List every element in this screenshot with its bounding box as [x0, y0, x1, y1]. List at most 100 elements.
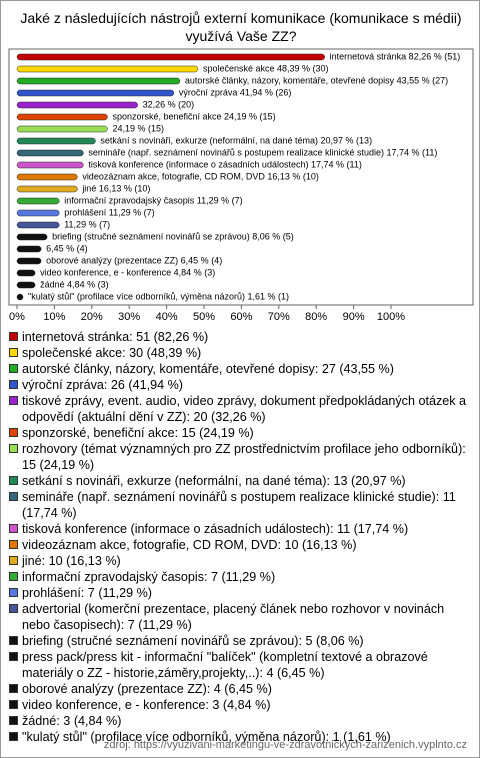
bar	[16, 65, 199, 73]
bar-label: 32,26 % (20)	[143, 99, 195, 109]
bar-label: briefing (stručné seznámení novinářů se …	[52, 231, 294, 241]
x-tick-label: 100%	[377, 311, 405, 323]
x-tick-label: 20%	[81, 311, 103, 323]
legend-item: advertorial (komerční prezentace, placen…	[9, 601, 471, 633]
legend-swatch	[9, 732, 18, 741]
legend-swatch	[9, 444, 18, 453]
x-tick-label: 10%	[43, 311, 65, 323]
bar-label: semináře (např. seznámení novinářů s pos…	[88, 147, 437, 157]
legend-swatch	[9, 604, 18, 613]
legend-swatch	[9, 636, 18, 645]
legend-swatch	[9, 380, 18, 389]
legend-swatch	[9, 428, 18, 437]
legend-label: sponzorské, benefiční akce: 15 (24,19 %)	[22, 426, 254, 440]
legend-swatch	[9, 684, 18, 693]
bar	[16, 269, 36, 277]
bar-label: autorské články, názory, komentáře, otev…	[185, 75, 448, 85]
bar-label: 24,19 % (15)	[112, 123, 164, 133]
legend-swatch	[9, 332, 18, 341]
legend-label: autorské články, názory, komentáře, otev…	[22, 362, 394, 376]
bar-label: žádné 4,84 % (3)	[40, 279, 109, 289]
bar	[16, 113, 108, 121]
legend-label: oborové analýzy (prezentace ZZ): 4 (6,45…	[22, 682, 272, 696]
legend-swatch	[9, 396, 18, 405]
legend-swatch	[9, 524, 18, 533]
legend-item: sponzorské, benefiční akce: 15 (24,19 %)	[9, 425, 471, 441]
bar	[16, 161, 84, 169]
legend-label: prohlášení: 7 (11,29 %)	[22, 586, 152, 600]
legend-item: press pack/press kit - informační "balíč…	[9, 649, 471, 681]
legend-item: jiné: 10 (16,13 %)	[9, 553, 471, 569]
legend-item: internetová stránka: 51 (82,26 %)	[9, 329, 471, 345]
legend-swatch	[9, 716, 18, 725]
legend-item: prohlášení: 7 (11,29 %)	[9, 585, 471, 601]
legend: internetová stránka: 51 (82,26 %) společe…	[9, 329, 471, 745]
legend-item: tisková konference (informace o zásadníc…	[9, 521, 471, 537]
legend-swatch	[9, 476, 18, 485]
x-tick-label: 50%	[193, 311, 215, 323]
legend-label: tiskové zprávy, event. audio, video zprá…	[22, 394, 467, 424]
legend-label: advertorial (komerční prezentace, placen…	[22, 602, 445, 632]
legend-label: internetová stránka: 51 (82,26 %)	[22, 330, 209, 344]
bar-label: internetová stránka 82,26 % (51)	[330, 51, 461, 61]
bar-label: výroční zpráva 41,94 % (26)	[179, 87, 292, 97]
chart: 0% 10% 20% 30% 40% 50% 60% 70% 80% 90% 100% interne…	[8, 48, 474, 323]
legend-item: společenské akce: 30 (48,39 %)	[9, 345, 471, 361]
bar-label: 11,29 % (7)	[64, 219, 110, 229]
bar	[16, 77, 181, 85]
legend-item: setkání s novináři, exkurze (neformální,…	[9, 473, 471, 489]
bar	[16, 173, 78, 181]
bar-label: sponzorské, benefiční akce 24,19 % (15)	[112, 111, 275, 121]
bar-label: setkání s novináři, exkurze (neformální,…	[100, 135, 372, 145]
bar	[16, 233, 48, 241]
x-tick-label: 60%	[230, 311, 252, 323]
legend-item: oborové analýzy (prezentace ZZ): 4 (6,45…	[9, 681, 471, 697]
legend-item: informační zpravodajský časopis: 7 (11,2…	[9, 569, 471, 585]
bar	[16, 197, 60, 205]
bar	[16, 101, 138, 109]
legend-label: semináře (např. seznámení novinářů s pos…	[22, 490, 456, 520]
legend-label: briefing (stručné seznámení novinářů se …	[22, 634, 364, 648]
legend-item: rozhovory (témat významných pro ZZ prost…	[9, 441, 471, 473]
bar-label: 6,45 % (4)	[46, 243, 88, 253]
legend-item: "kulatý stůl" (profilace více odborníků,…	[9, 729, 471, 745]
bar	[16, 53, 325, 61]
legend-swatch	[9, 492, 18, 501]
legend-label: video konference, e - konference: 3 (4,8…	[22, 698, 271, 712]
legend-swatch	[9, 588, 18, 597]
x-tick-label: 40%	[156, 311, 178, 323]
legend-label: společenské akce: 30 (48,39 %)	[22, 346, 202, 360]
chart-title: Jaké z následujících nástrojů externí ko…	[20, 10, 462, 44]
bar	[16, 209, 60, 217]
x-tick-label: 80%	[305, 311, 327, 323]
legend-swatch	[9, 652, 18, 661]
bar-label: informační zpravodajský časopis 11,29 % …	[64, 195, 242, 205]
bar	[16, 125, 108, 133]
bar-label: jiné 16,13 % (10)	[81, 183, 150, 193]
legend-label: tisková konference (informace o zásadníc…	[22, 522, 409, 536]
legend-item: briefing (stručné seznámení novinářů se …	[9, 633, 471, 649]
bar-label: prohlášení 11,29 % (7)	[64, 207, 154, 217]
legend-swatch	[9, 700, 18, 709]
bar	[16, 293, 24, 301]
legend-item: výroční zpráva: 26 (41,94 %)	[9, 377, 471, 393]
legend-swatch	[9, 540, 18, 549]
bar-label: "kulatý stůl" (profilace více odborníků,…	[28, 291, 289, 301]
legend-item: žádné: 3 (4,84 %)	[9, 713, 471, 729]
bar	[16, 221, 60, 229]
legend-item: tiskové zprávy, event. audio, video zprá…	[9, 393, 471, 425]
legend-item: autorské články, názory, komentáře, otev…	[9, 361, 471, 377]
bar	[16, 89, 175, 97]
legend-swatch	[9, 348, 18, 357]
bar	[16, 185, 78, 193]
x-tick-label: 0%	[9, 311, 25, 323]
legend-label: setkání s novináři, exkurze (neformální,…	[22, 474, 406, 488]
legend-swatch	[9, 364, 18, 373]
bar	[16, 149, 84, 157]
legend-label: press pack/press kit - informační "balíč…	[22, 650, 428, 680]
bar-label: společenské akce 48,39 % (30)	[203, 63, 329, 73]
x-tick-label: 30%	[118, 311, 140, 323]
x-tick-label: 90%	[343, 311, 365, 323]
bar	[16, 257, 42, 265]
x-tick-label: 70%	[268, 311, 290, 323]
